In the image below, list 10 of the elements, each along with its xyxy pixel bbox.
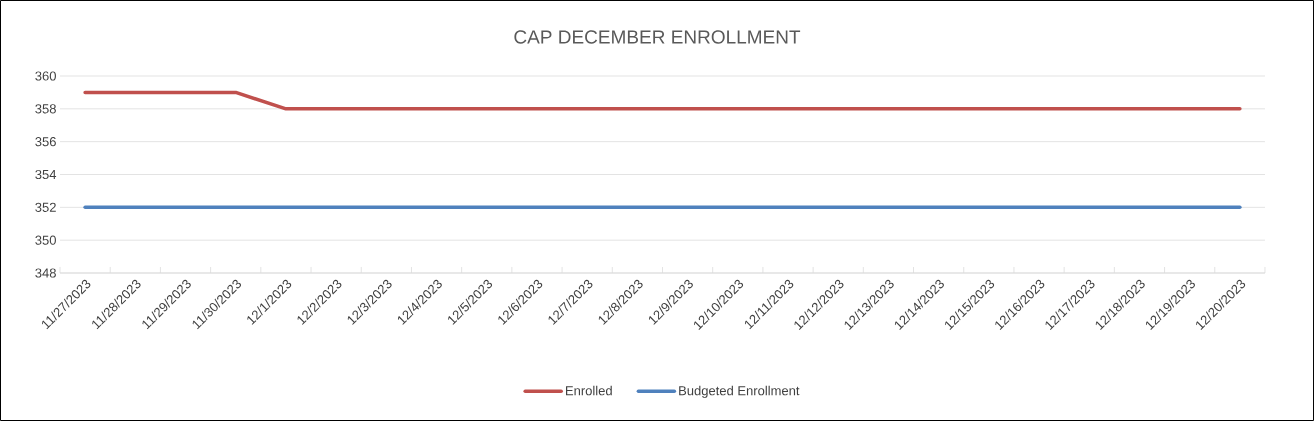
chart-title: CAP DECEMBER ENROLLMENT <box>514 30 801 44</box>
y-tick-label: 358 <box>35 104 56 114</box>
y-tick-label: 348 <box>35 268 56 278</box>
legend-label: Enrolled <box>566 385 612 396</box>
y-tick-label: 350 <box>35 235 56 245</box>
y-tick-label: 352 <box>35 202 56 212</box>
y-tick-label: 360 <box>35 71 56 81</box>
y-tick-label: 356 <box>35 137 56 147</box>
y-tick-label: 354 <box>35 169 57 180</box>
legend-label: Budgeted Enrollment <box>679 385 800 398</box>
